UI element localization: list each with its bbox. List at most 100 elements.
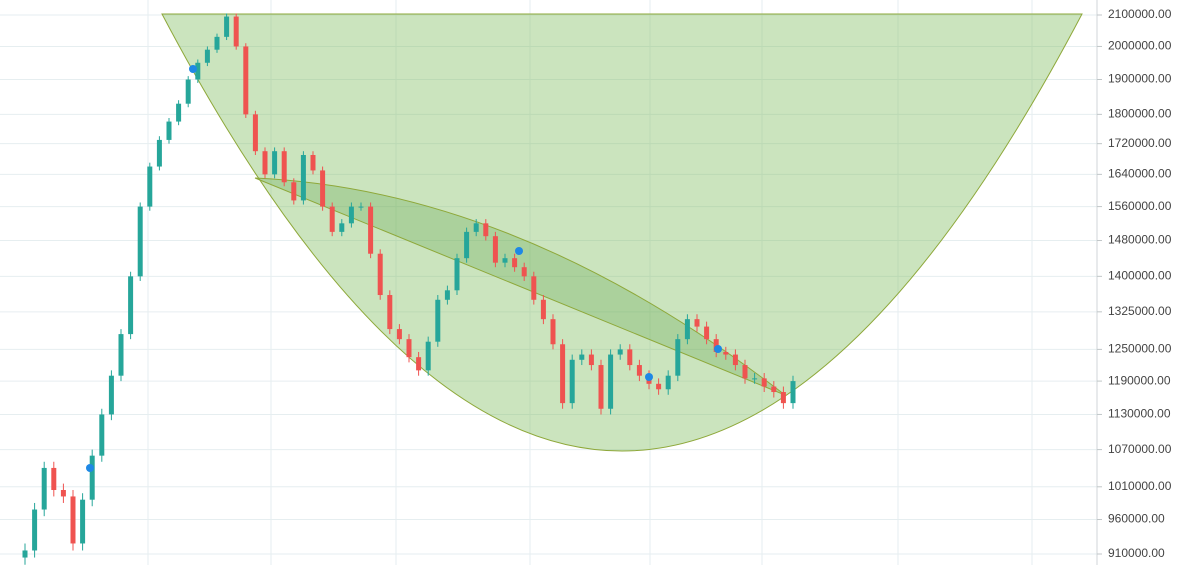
candle-body <box>560 344 566 404</box>
candle-body <box>128 276 134 335</box>
candle-body <box>252 114 258 152</box>
candle-body <box>435 299 441 342</box>
candle-body <box>214 36 220 50</box>
candle-body <box>32 509 38 551</box>
candle-body <box>396 329 402 340</box>
candle-body <box>444 290 450 300</box>
candle-body <box>473 223 479 232</box>
candle-body <box>156 139 162 167</box>
y-tick-label: 2000000.00 <box>1108 39 1172 53</box>
candle-body <box>771 386 777 393</box>
candle-body <box>425 341 431 371</box>
candle-body <box>732 354 738 366</box>
y-tick-label: 1010000.00 <box>1108 479 1172 493</box>
candle-body <box>694 319 700 327</box>
candle-body <box>176 103 182 122</box>
candle-body <box>608 354 614 409</box>
candle-body <box>492 236 498 263</box>
cup-drawing <box>161 13 1083 452</box>
candle-body <box>358 206 364 208</box>
candle-body <box>569 359 575 404</box>
candle-body <box>118 334 124 376</box>
candle-body <box>41 467 47 510</box>
candle-body <box>636 365 642 376</box>
candle-body <box>166 121 172 140</box>
y-tick-label: 1480000.00 <box>1108 233 1172 247</box>
candle-body <box>60 489 66 497</box>
y-axis: 2100000.00 2000000.00 1900000.00 1800000.00… <box>1097 7 1172 560</box>
y-tick-label: 1070000.00 <box>1108 442 1172 456</box>
candle-body <box>598 365 604 409</box>
candle-body <box>243 46 249 115</box>
y-tick-label: 1720000.00 <box>1108 136 1172 150</box>
y-tick-label: 1900000.00 <box>1108 72 1172 86</box>
candle-body <box>464 231 470 259</box>
candle-body <box>742 365 748 379</box>
y-tick-label: 1250000.00 <box>1108 342 1172 356</box>
candle-body <box>224 16 230 37</box>
candle-body <box>483 223 489 237</box>
y-tick-label: 1400000.00 <box>1108 269 1172 283</box>
candle-body <box>588 354 594 366</box>
candle-body <box>204 49 210 63</box>
candle-body <box>147 166 153 207</box>
candle-body <box>377 253 383 296</box>
candle-body <box>406 339 412 358</box>
candle-body <box>790 381 796 404</box>
candle-body <box>233 16 239 47</box>
y-tick-label: 1800000.00 <box>1108 107 1172 121</box>
y-tick-label: 910000.00 <box>1108 546 1165 560</box>
candle-body <box>291 182 297 201</box>
candle-body <box>617 349 623 355</box>
candle-body <box>723 351 729 355</box>
candle-body <box>761 378 767 387</box>
candle-body <box>310 155 316 171</box>
candles <box>22 13 796 565</box>
candle-body <box>137 206 143 277</box>
candle-body <box>656 383 662 390</box>
candle-body <box>780 392 786 404</box>
y-tick-label: 1560000.00 <box>1108 199 1172 213</box>
candle-body <box>512 258 518 268</box>
candle-body <box>704 326 710 340</box>
candle-body <box>272 151 278 175</box>
candle-body <box>51 467 57 490</box>
candle-body <box>540 299 546 320</box>
candle-body <box>22 550 28 558</box>
h-grid <box>0 14 1097 555</box>
candle-body <box>339 223 345 232</box>
candle-body <box>108 375 114 415</box>
candle-body <box>675 339 681 376</box>
candle-body <box>531 276 537 300</box>
candle-body <box>185 79 191 104</box>
candle-body <box>387 295 393 330</box>
candle-body <box>348 206 354 224</box>
candle-body <box>550 319 556 345</box>
candle-body <box>454 258 460 291</box>
candle-body <box>665 375 671 390</box>
candle-body <box>70 496 76 544</box>
candle-body <box>99 414 105 456</box>
markers <box>86 65 722 472</box>
candle-body <box>329 206 335 232</box>
v-grid <box>147 0 1033 565</box>
y-tick-label: 1190000.00 <box>1108 373 1171 387</box>
candle-body <box>281 151 287 183</box>
candle-body <box>627 349 633 366</box>
y-tick-label: 960000.00 <box>1108 512 1165 526</box>
candle-body <box>300 155 306 201</box>
y-tick-label: 2100000.00 <box>1108 7 1172 21</box>
candle-body <box>368 206 374 254</box>
candle-body <box>195 62 201 80</box>
candle-body <box>320 170 326 207</box>
candle-body <box>89 455 95 500</box>
candle-body <box>80 499 86 544</box>
candle-body <box>416 357 422 371</box>
y-tick-label: 1130000.00 <box>1108 407 1171 421</box>
y-tick-label: 1640000.00 <box>1108 167 1172 181</box>
candle-body <box>579 354 585 360</box>
candle-body <box>502 258 508 263</box>
candle-body <box>262 151 268 175</box>
